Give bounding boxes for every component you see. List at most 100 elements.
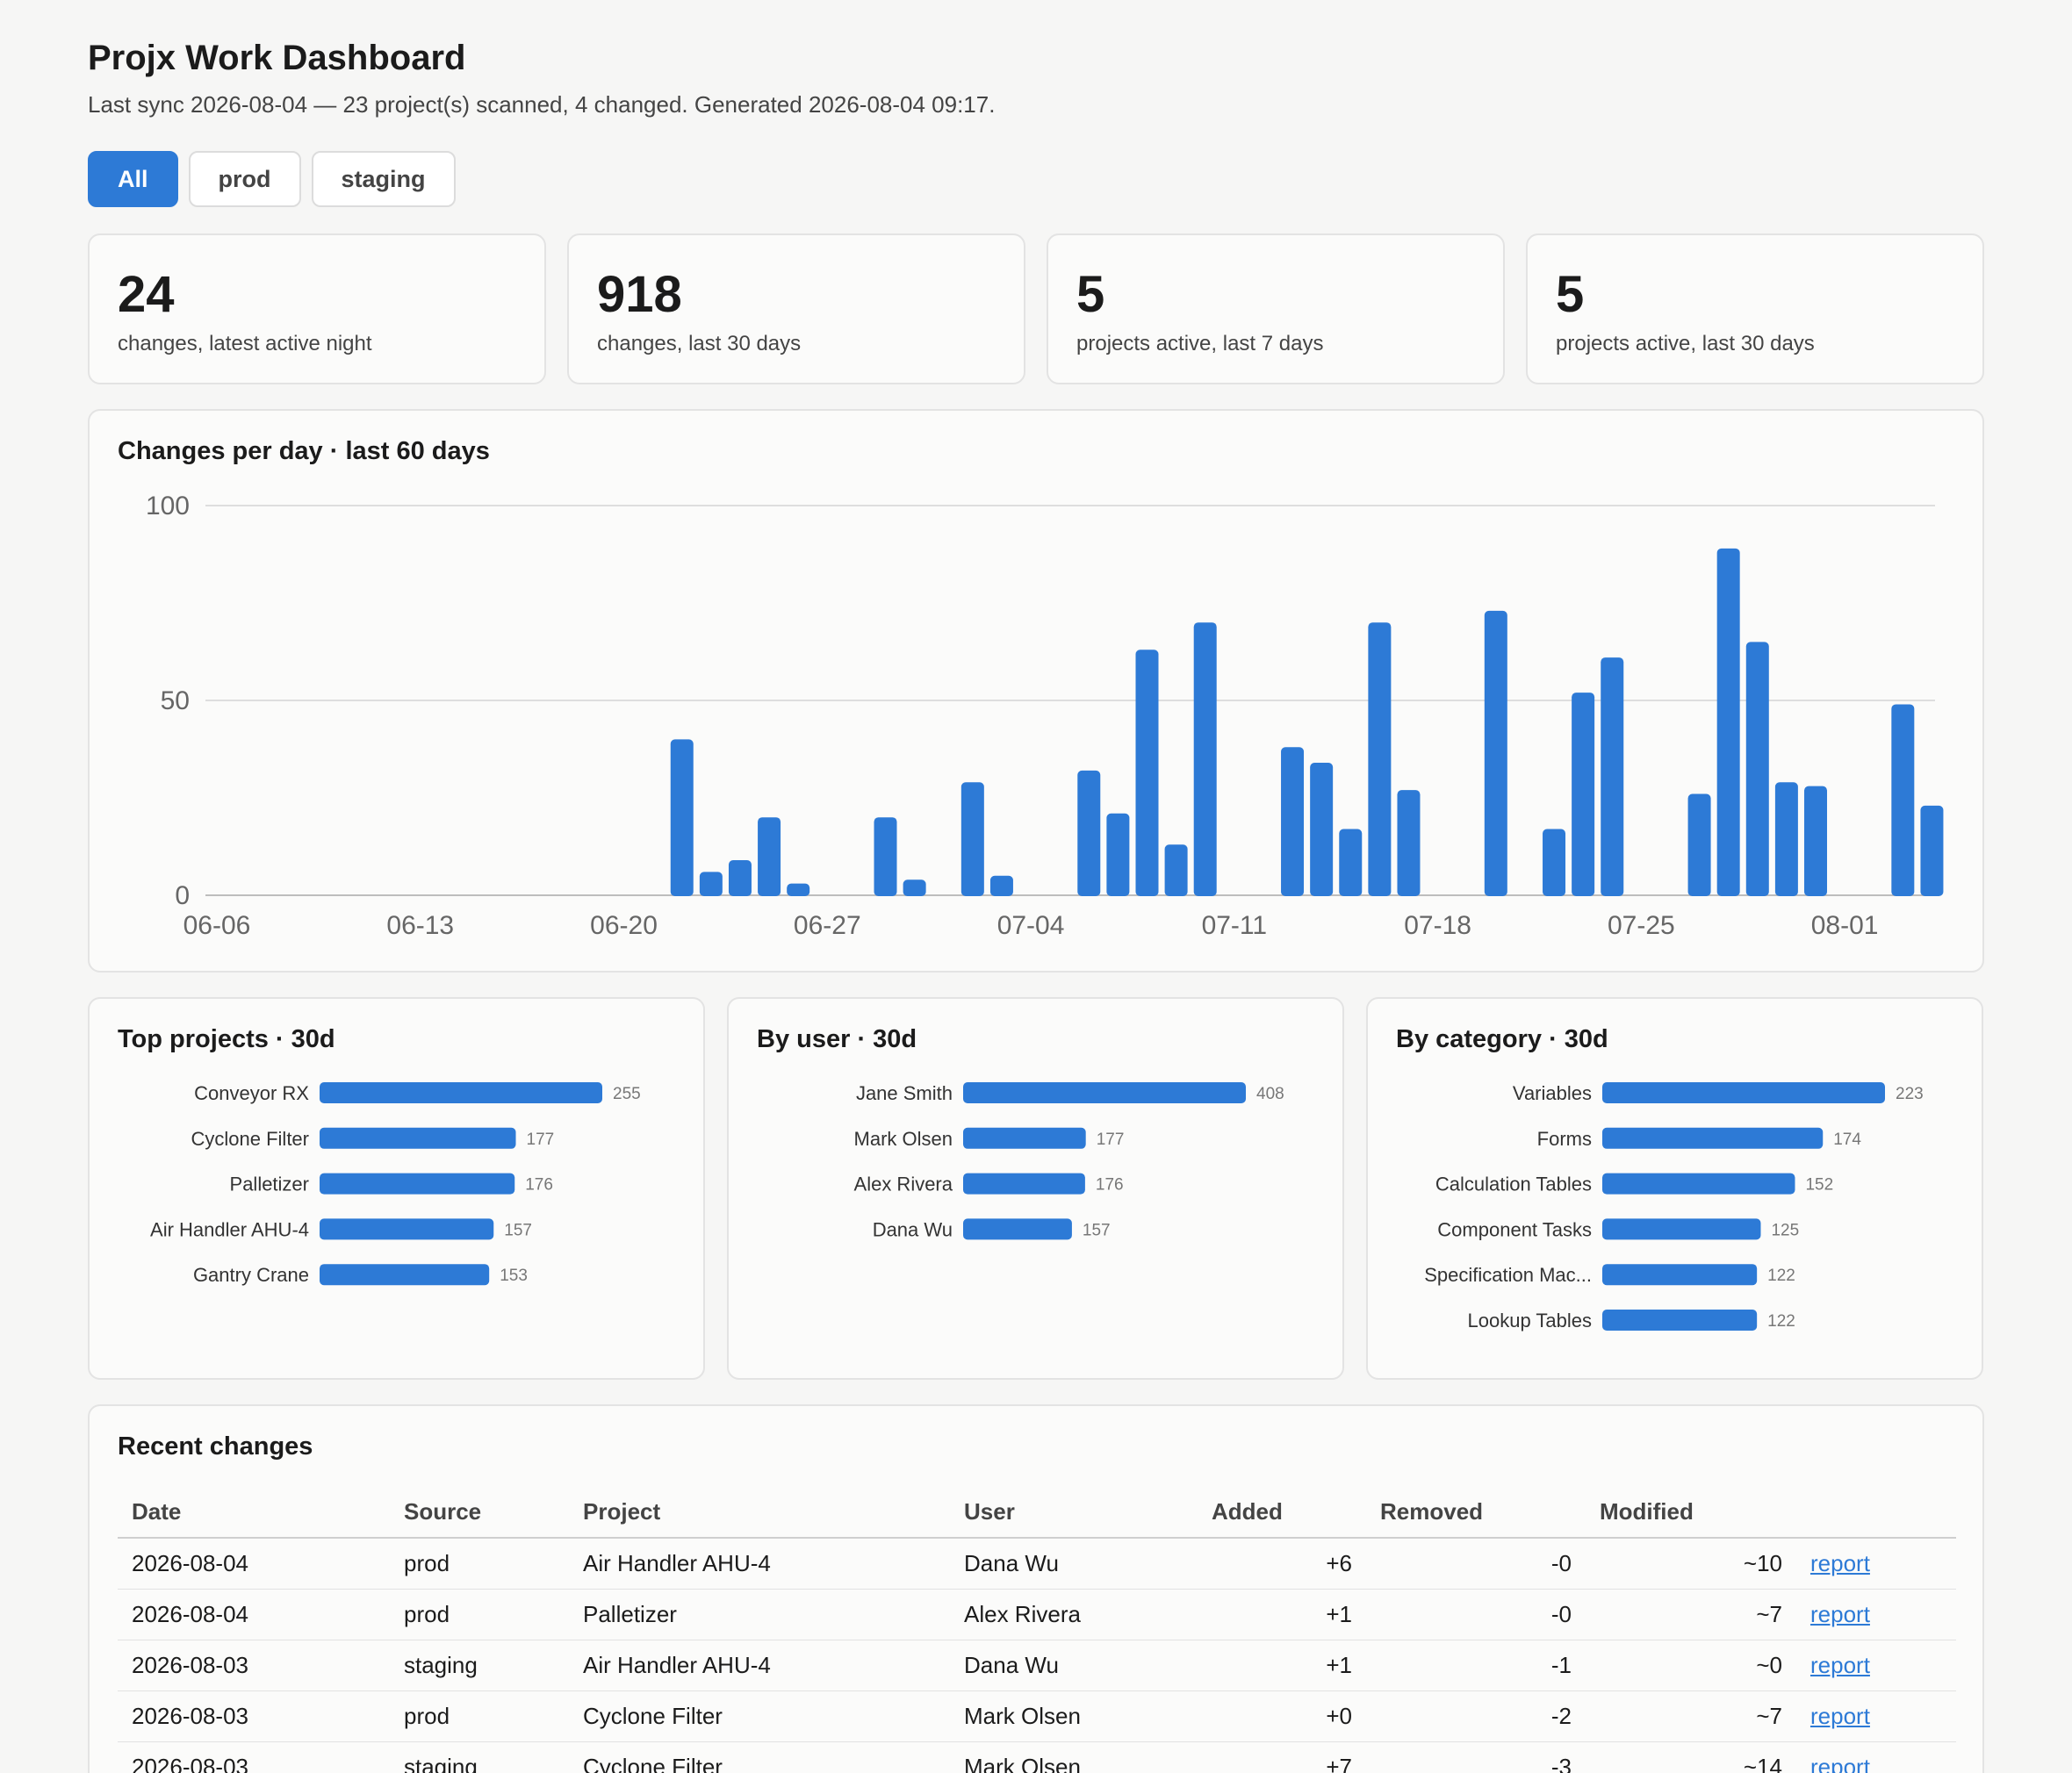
bar-08-04	[1920, 805, 1944, 896]
y-tick-label: 100	[146, 492, 190, 520]
bar-06-22	[670, 739, 694, 896]
modified-cell: ~0	[1586, 1640, 1796, 1691]
bar-07-14	[1310, 763, 1334, 896]
bar-07-22	[1543, 829, 1566, 896]
modified-cell: ~7	[1586, 1589, 1796, 1640]
col-removed[interactable]: Removed	[1366, 1487, 1586, 1539]
removed-cell: -0	[1366, 1589, 1586, 1640]
y-tick-label: 0	[175, 881, 190, 910]
value-label: 408	[1256, 1085, 1284, 1103]
value-label: 122	[1767, 1312, 1795, 1331]
category-label: Palletizer	[230, 1174, 309, 1195]
category-label: Alex Rivera	[854, 1174, 953, 1195]
filter-prod-button[interactable]: prod	[188, 151, 301, 207]
kpi-card-projects-30d: 5 projects active, last 30 days	[1526, 233, 1984, 384]
report-link[interactable]: report	[1810, 1600, 1870, 1627]
bar-07-28	[1716, 548, 1740, 896]
bar	[320, 1173, 515, 1195]
value-label: 176	[525, 1176, 553, 1195]
recent-changes-table: Date Source Project User Added Removed M…	[118, 1487, 1956, 1773]
col-added[interactable]: Added	[1198, 1487, 1366, 1539]
value-label: 125	[1771, 1221, 1799, 1239]
daily-changes-plot: 0 50 100 06-06 06-13 06-20 06-27 07-04 07-11 07-1…	[146, 492, 1944, 940]
bar-07-10	[1193, 622, 1217, 896]
value-label: 153	[500, 1267, 528, 1285]
report-cell: report	[1796, 1741, 1956, 1773]
kpi-label: changes, latest active night	[118, 332, 372, 355]
value-label: 152	[1805, 1176, 1833, 1195]
category-label: Jane Smith	[856, 1082, 953, 1104]
x-tick-label: 06-27	[794, 911, 861, 940]
bar	[963, 1218, 1072, 1240]
source-cell: staging	[390, 1640, 569, 1691]
category-label: Specification Mac...	[1424, 1264, 1592, 1286]
bar-07-23	[1572, 693, 1595, 896]
date-cell: 2026-08-03	[118, 1690, 390, 1742]
kpi-value: 918	[597, 266, 682, 323]
page-title: Projx Work Dashboard	[88, 39, 466, 77]
bar-06-25	[758, 817, 781, 896]
table-row: 2026-08-04 prod Palletizer Alex Rivera +1 -0 ~…	[118, 1589, 1956, 1640]
x-tick-label: 07-18	[1404, 911, 1471, 940]
x-tick-label: 08-01	[1811, 911, 1879, 940]
kpi-label: projects active, last 7 days	[1076, 332, 1324, 355]
y-tick-label: 50	[161, 686, 190, 715]
report-cell: report	[1796, 1538, 1956, 1590]
bar-07-17	[1397, 790, 1421, 896]
project-cell: Cyclone Filter	[569, 1741, 950, 1773]
value-label: 157	[1083, 1221, 1111, 1239]
bar	[1602, 1264, 1758, 1286]
added-cell: +6	[1198, 1538, 1366, 1590]
report-cell: report	[1796, 1690, 1956, 1742]
panel-title: By user · 30d	[757, 1025, 917, 1053]
value-label: 176	[1096, 1176, 1124, 1195]
chart-title: Changes per day · last 60 days	[118, 437, 490, 465]
removed-cell: -1	[1366, 1640, 1586, 1691]
bar-06-26	[787, 883, 810, 896]
value-label: 223	[1896, 1085, 1924, 1103]
col-modified[interactable]: Modified	[1586, 1487, 1796, 1539]
table-row: 2026-08-03 staging Air Handler AHU-4 Dana W…	[118, 1640, 1956, 1691]
by-category-panel: By category · 30d Variables 223 Forms 174 Ca…	[1366, 997, 1983, 1380]
col-source[interactable]: Source	[390, 1487, 569, 1539]
bar	[963, 1173, 1085, 1195]
bar	[320, 1082, 602, 1103]
col-user[interactable]: User	[950, 1487, 1198, 1539]
recent-changes-panel: Recent changes Date Source Project User …	[88, 1404, 1984, 1773]
top-projects-panel: Top projects · 30d Conveyor RX 255 Cyclone…	[88, 997, 705, 1380]
bar	[320, 1264, 490, 1286]
added-cell: +0	[1198, 1690, 1366, 1742]
filter-staging-button[interactable]: staging	[311, 151, 456, 207]
value-label: 255	[613, 1085, 641, 1103]
date-cell: 2026-08-03	[118, 1741, 390, 1773]
filter-all-button[interactable]: All	[88, 151, 178, 207]
report-link[interactable]: report	[1810, 1651, 1870, 1678]
removed-cell: -3	[1366, 1741, 1586, 1773]
bar-07-07	[1106, 813, 1130, 896]
x-tick-label: 07-25	[1608, 911, 1675, 940]
kpi-label: changes, last 30 days	[597, 332, 802, 355]
bar-06-30	[903, 879, 926, 896]
bar-07-15	[1339, 829, 1363, 896]
bar	[1602, 1082, 1885, 1103]
category-label: Cyclone Filter	[191, 1128, 309, 1150]
category-label: Conveyor RX	[194, 1082, 309, 1104]
kpi-card-latest-night: 24 changes, latest active night	[88, 233, 546, 384]
report-link[interactable]: report	[1810, 1753, 1870, 1773]
bar-07-24	[1601, 657, 1624, 896]
source-cell: prod	[390, 1589, 569, 1640]
bar	[320, 1127, 516, 1149]
value-label: 177	[527, 1131, 555, 1149]
category-label: Forms	[1537, 1128, 1592, 1150]
bar-07-31	[1804, 786, 1828, 896]
panel-title: Top projects · 30d	[118, 1025, 335, 1053]
report-link[interactable]: report	[1810, 1549, 1870, 1576]
col-project[interactable]: Project	[569, 1487, 950, 1539]
date-cell: 2026-08-04	[118, 1589, 390, 1640]
col-date[interactable]: Date	[118, 1487, 390, 1539]
bar	[1602, 1310, 1758, 1331]
report-link[interactable]: report	[1810, 1702, 1870, 1729]
user-cell: Dana Wu	[950, 1640, 1198, 1691]
bar-07-09	[1164, 844, 1188, 896]
col-link	[1796, 1487, 1956, 1539]
